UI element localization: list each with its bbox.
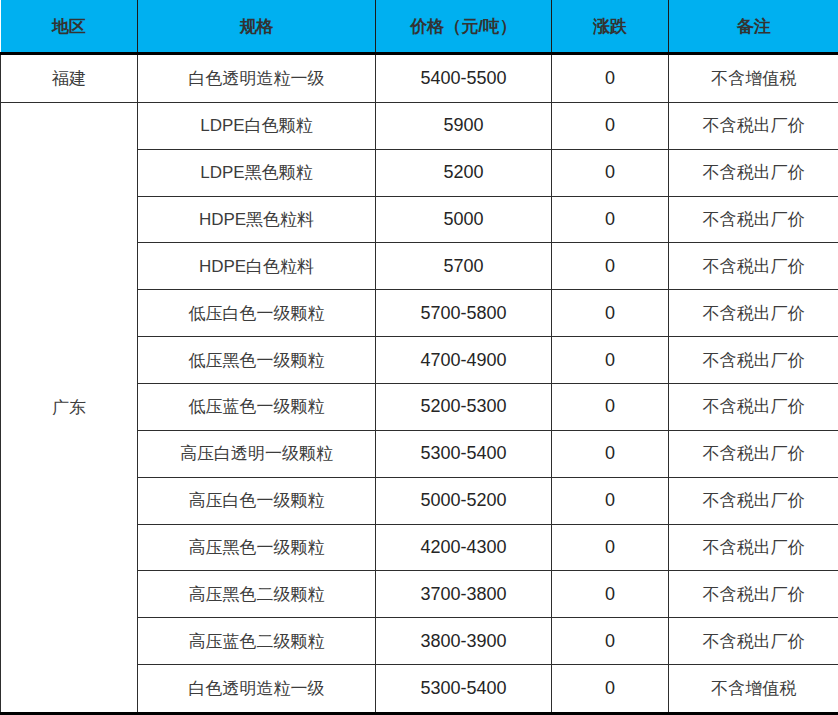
price-cell: 5700-5800 [376,290,552,337]
spec-cell: 高压黑色二级颗粒 [138,571,376,618]
note-cell: 不含税出厂价 [669,337,838,384]
spec-cell: 高压白色一级颗粒 [138,477,376,524]
column-header-spec: 规格 [138,0,376,54]
note-cell: 不含增值税 [669,54,838,103]
spec-cell: LDPE黑色颗粒 [138,149,376,196]
change-cell: 0 [552,102,669,149]
price-cell: 5700 [376,243,552,290]
price-cell: 3800-3900 [376,618,552,665]
price-cell: 5400-5500 [376,54,552,103]
column-header-price: 价格（元/吨） [376,0,552,54]
note-cell: 不含税出厂价 [669,290,838,337]
price-table: 地区 规格 价格（元/吨） 涨跌 备注 福建 白色透明造粒一级 5400-550… [0,0,838,715]
note-cell: 不含税出厂价 [669,149,838,196]
column-header-change: 涨跌 [552,0,669,54]
price-cell: 4700-4900 [376,337,552,384]
price-cell: 5200-5300 [376,383,552,430]
table-row: 广东 LDPE白色颗粒 5900 0 不含税出厂价 [1,102,838,149]
price-cell: 5200 [376,149,552,196]
spec-cell: 低压白色一级颗粒 [138,290,376,337]
note-cell: 不含税出厂价 [669,524,838,571]
spec-cell: LDPE白色颗粒 [138,102,376,149]
spec-cell: 白色透明造粒一级 [138,665,376,714]
header-row: 地区 规格 价格（元/吨） 涨跌 备注 [1,0,838,54]
note-cell: 不含税出厂价 [669,383,838,430]
change-cell: 0 [552,618,669,665]
change-cell: 0 [552,383,669,430]
price-cell: 3700-3800 [376,571,552,618]
price-cell: 5300-5400 [376,665,552,714]
price-cell: 5000-5200 [376,477,552,524]
change-cell: 0 [552,430,669,477]
note-cell: 不含税出厂价 [669,196,838,243]
spec-cell: HDPE黑色粒料 [138,196,376,243]
price-cell: 5900 [376,102,552,149]
spec-cell: HDPE白色粒料 [138,243,376,290]
change-cell: 0 [552,524,669,571]
note-cell: 不含税出厂价 [669,477,838,524]
table-row: 福建 白色透明造粒一级 5400-5500 0 不含增值税 [1,54,838,103]
note-cell: 不含税出厂价 [669,618,838,665]
column-header-region: 地区 [1,0,138,54]
change-cell: 0 [552,149,669,196]
change-cell: 0 [552,54,669,103]
spec-cell: 低压黑色一级颗粒 [138,337,376,384]
spec-cell: 白色透明造粒一级 [138,54,376,103]
note-cell: 不含税出厂价 [669,571,838,618]
note-cell: 不含税出厂价 [669,243,838,290]
region-cell-fujian: 福建 [1,54,138,103]
note-cell: 不含税出厂价 [669,102,838,149]
change-cell: 0 [552,243,669,290]
column-header-note: 备注 [669,0,838,54]
region-cell-guangdong: 广东 [1,102,138,713]
change-cell: 0 [552,571,669,618]
note-cell: 不含增值税 [669,665,838,714]
spec-cell: 高压蓝色二级颗粒 [138,618,376,665]
spec-cell: 低压蓝色一级颗粒 [138,383,376,430]
change-cell: 0 [552,477,669,524]
price-cell: 5300-5400 [376,430,552,477]
change-cell: 0 [552,337,669,384]
note-cell: 不含税出厂价 [669,430,838,477]
price-cell: 4200-4300 [376,524,552,571]
spec-cell: 高压黑色一级颗粒 [138,524,376,571]
change-cell: 0 [552,665,669,714]
change-cell: 0 [552,290,669,337]
change-cell: 0 [552,196,669,243]
spec-cell: 高压白透明一级颗粒 [138,430,376,477]
price-cell: 5000 [376,196,552,243]
